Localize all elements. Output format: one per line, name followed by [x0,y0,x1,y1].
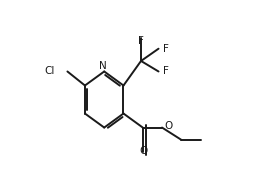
Text: F: F [163,66,169,77]
Text: Cl: Cl [45,66,55,77]
Text: O: O [140,146,148,156]
Text: F: F [138,36,144,46]
Text: O: O [165,121,173,131]
Text: F: F [163,44,169,54]
Text: N: N [99,61,107,71]
